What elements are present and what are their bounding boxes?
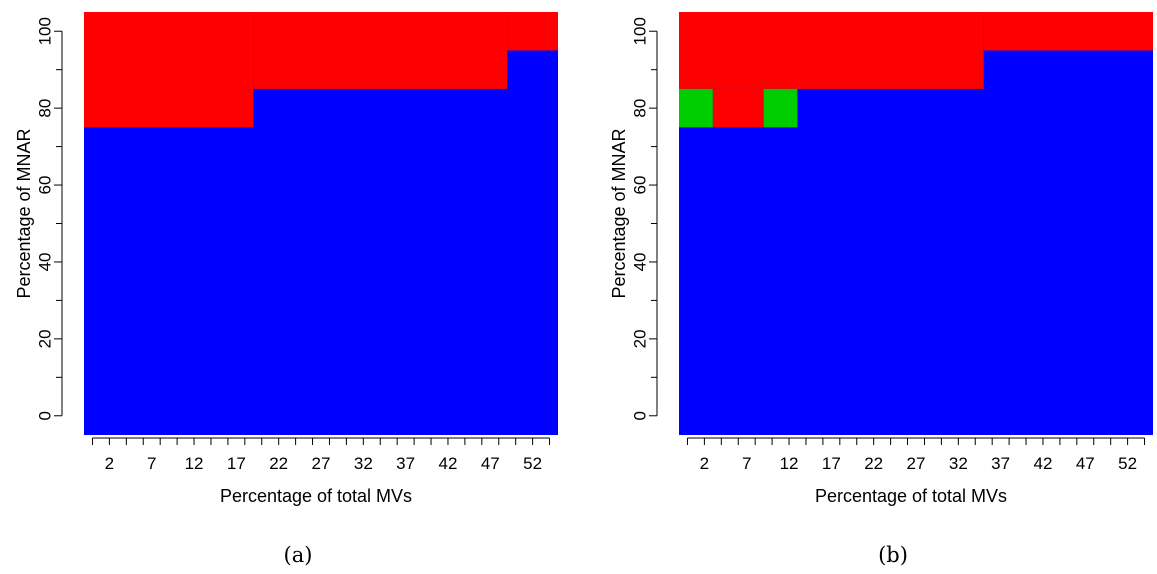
y-tick-label: 100	[631, 17, 650, 45]
x-tick-label: 37	[396, 454, 415, 473]
panel-caption: (a)	[284, 543, 313, 567]
x-tick-label: 17	[822, 454, 841, 473]
x-tick-label: 27	[312, 454, 331, 473]
heatmap-region-red	[507, 12, 558, 51]
y-tick-label: 40	[36, 252, 55, 271]
heatmap-region-green	[679, 88, 713, 128]
panel-caption: (b)	[878, 543, 908, 567]
x-tick-label: 32	[354, 454, 373, 473]
x-tick-label: 52	[523, 454, 542, 473]
y-tick-label: 100	[36, 17, 55, 45]
heatmap-region-green	[763, 88, 798, 128]
heatmap-region-red	[679, 12, 984, 89]
y-tick-label: 60	[36, 176, 55, 195]
y-tick-label: 80	[36, 99, 55, 118]
x-tick-label: 7	[147, 454, 156, 473]
x-tick-label: 47	[1076, 454, 1095, 473]
x-tick-label: 7	[742, 454, 751, 473]
heatmap-region-red	[983, 12, 1153, 51]
y-axis-title: Percentage of MNAR	[609, 128, 629, 298]
x-tick-label: 2	[105, 454, 114, 473]
y-tick-label: 80	[631, 99, 650, 118]
x-tick-label: 32	[949, 454, 968, 473]
x-tick-label: 37	[991, 454, 1010, 473]
x-tick-label: 52	[1118, 454, 1137, 473]
x-axis-title: Percentage of total MVs	[220, 486, 412, 506]
x-tick-label: 12	[780, 454, 799, 473]
x-tick-label: 27	[907, 454, 926, 473]
x-tick-label: 22	[864, 454, 883, 473]
heatmap-region-red	[253, 12, 508, 89]
heatmap-region-red	[712, 88, 764, 128]
y-tick-label: 20	[631, 329, 650, 348]
x-tick-label: 2	[700, 454, 709, 473]
heatmap-region-red	[84, 12, 254, 128]
y-tick-label: 40	[631, 252, 650, 271]
x-tick-label: 22	[269, 454, 288, 473]
y-tick-label: 60	[631, 176, 650, 195]
x-tick-label: 42	[439, 454, 458, 473]
y-tick-label: 20	[36, 329, 55, 348]
x-axis-title: Percentage of total MVs	[815, 486, 1007, 506]
x-tick-label: 12	[185, 454, 204, 473]
x-tick-label: 47	[481, 454, 500, 473]
y-axis-title: Percentage of MNAR	[14, 128, 34, 298]
x-tick-label: 17	[227, 454, 246, 473]
x-tick-label: 42	[1034, 454, 1053, 473]
y-tick-label: 0	[631, 411, 650, 420]
y-tick-label: 0	[36, 411, 55, 420]
